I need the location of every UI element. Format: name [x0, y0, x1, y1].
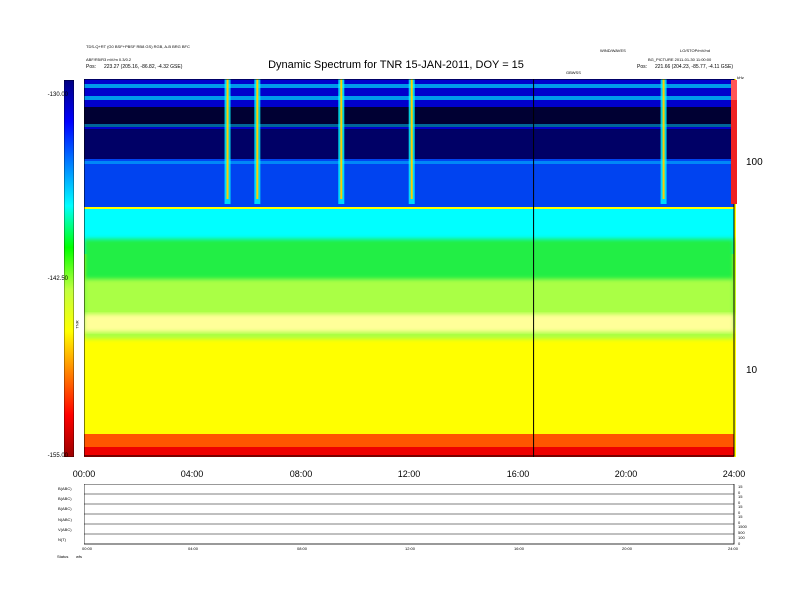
- header-center-note: GBWSS: [566, 70, 581, 75]
- ancillary-scale-label: 15: [738, 494, 743, 499]
- lowfreq-red-band: [84, 447, 734, 457]
- header-right-pos-value: 221.66 (204.23, -85.77, -4.11 GSE): [655, 64, 734, 70]
- ancillary-row-label: B(ABC): [58, 496, 72, 501]
- ancillary-scale-label: 0: [738, 520, 741, 525]
- plot-frame: [84, 79, 735, 457]
- ancillary-row-label: N(T): [58, 537, 66, 542]
- frequency-marker-bar: [731, 80, 737, 204]
- ancillary-row-label: N(ABC): [58, 517, 72, 522]
- burst-core: [662, 79, 665, 199]
- chart-title: Dynamic Spectrum for TNR 15-JAN-2011, DO…: [268, 59, 524, 71]
- ancillary-row-label: V(ABC): [58, 527, 72, 532]
- burst-core: [226, 79, 229, 199]
- header-left-line2: ABF/R5/R3 mV/m 0.3/0.2: [86, 57, 132, 62]
- ancillary-panel: [84, 484, 735, 545]
- x-tick-label: 08:00: [289, 469, 313, 479]
- ancillary-scale-label: 0: [738, 510, 741, 515]
- header-left-line1: TDS-Q+RT (G0 BSF+PBSF RB8 GS) RGB, A-B B…: [86, 44, 190, 49]
- status-label: Status: [57, 554, 69, 559]
- colorbar-unit-label: TNR: [74, 320, 80, 329]
- ancillary-scale-label: 0: [738, 490, 741, 495]
- colorbar-tick-mid: -142.50: [47, 276, 68, 282]
- header-left-pos-value: 223.27 (205.16, -86.82, -4.32 GSE): [104, 64, 183, 70]
- burst-core: [340, 79, 343, 199]
- ancillary-x-tick: 12:00: [405, 546, 416, 551]
- header-right-line3: BG_PICTURE 2011-01-30 11:00:00: [648, 57, 712, 62]
- x-tick-label: 00:00: [72, 469, 96, 479]
- colorbar-tick-bottom: -155.00: [47, 453, 68, 459]
- ancillary-scale-label: 500: [738, 530, 745, 535]
- ancillary-x-tick: 00:00: [82, 546, 93, 551]
- ancillary-scale-label: 100: [738, 535, 745, 540]
- colorbar: [64, 80, 74, 457]
- spectrogram-plot: [84, 79, 736, 457]
- ancillary-x-tick: 24:00: [728, 546, 739, 551]
- header-right-line2: LO/STOP/mV/nd: [680, 48, 710, 53]
- ancillary-x-tick: 04:00: [188, 546, 199, 551]
- x-tick-label: 16:00: [506, 469, 530, 479]
- ancillary-scale-label: 15: [738, 514, 743, 519]
- y-tick-10: 10: [746, 365, 758, 376]
- ancillary-x-tick: 20:00: [622, 546, 633, 551]
- ancillary-row-label: B(ABC): [58, 486, 72, 491]
- header-right-corner: kHz: [737, 75, 744, 80]
- burst-core: [256, 79, 259, 199]
- burst-core: [410, 79, 413, 199]
- x-tick-label: 04:00: [180, 469, 204, 479]
- ancillary-scale-label: 15: [738, 504, 743, 509]
- ancillary-scale-label: 0: [738, 500, 741, 505]
- header-right-pos-label: Pos:: [637, 64, 648, 70]
- pale-band: [84, 314, 734, 332]
- ancillary-scale-label: 1500: [738, 524, 747, 529]
- colorbar-tick-top: -130.00: [47, 92, 68, 98]
- header-left-pos-label: Pos:: [86, 64, 97, 70]
- ancillary-scale-label: 0: [738, 541, 741, 546]
- x-tick-label: 24:00: [722, 469, 746, 479]
- x-tick-label: 20:00: [614, 469, 638, 479]
- ancillary-x-tick: 08:00: [297, 546, 308, 551]
- y-tick-100: 100: [746, 157, 763, 168]
- ancillary-scale-label: 15: [738, 484, 743, 489]
- ancillary-x-tick: 16:00: [514, 546, 525, 551]
- ancillary-row-label: B(ABC): [58, 506, 72, 511]
- header-right-line1: WIND/WAVES: [600, 48, 626, 53]
- status-value: wfs: [76, 554, 82, 559]
- x-tick-label: 12:00: [397, 469, 421, 479]
